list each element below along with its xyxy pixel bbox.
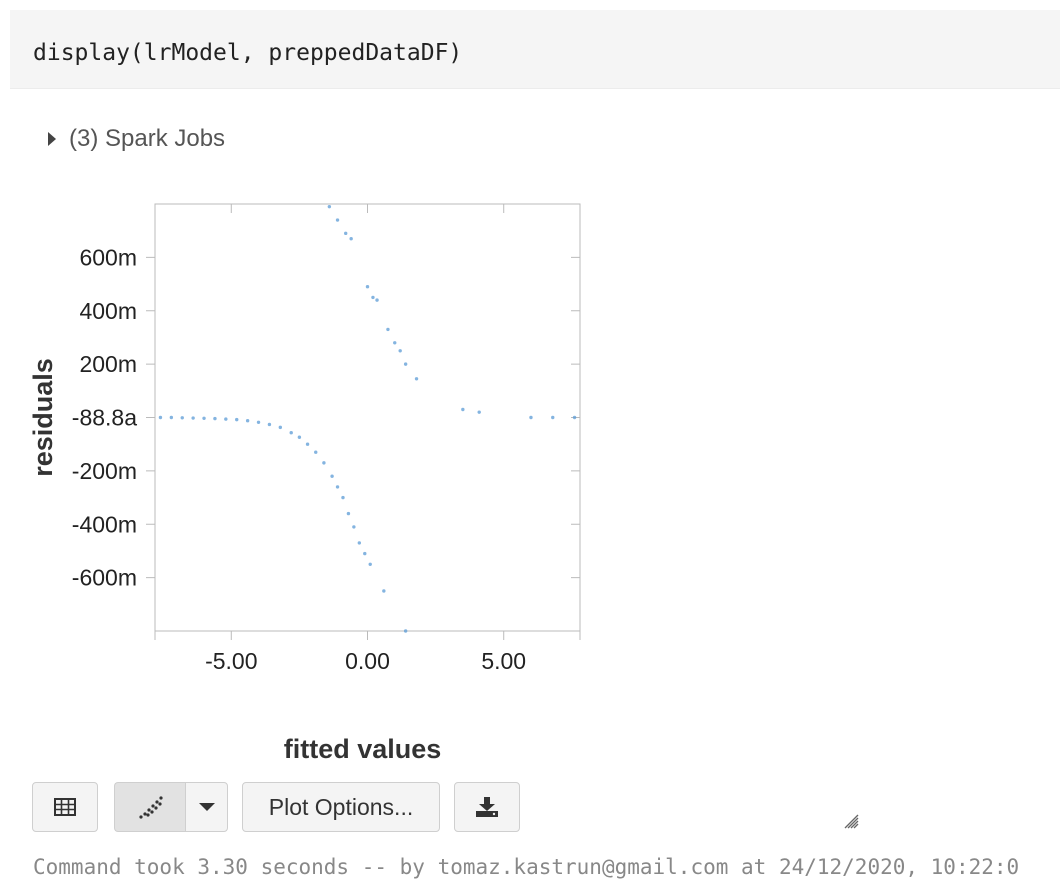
- y-axis-label: residuals: [28, 358, 58, 477]
- scatter-point: [297, 435, 302, 439]
- scatter-point: [213, 416, 217, 421]
- spark-jobs-toggle[interactable]: (3) Spark Jobs: [48, 122, 225, 156]
- scatter-point: [335, 218, 340, 222]
- caret-down-icon: [198, 803, 215, 811]
- scatter-point: [461, 407, 465, 412]
- scatter-point: [180, 416, 184, 420]
- scatter-point: [341, 495, 345, 500]
- scatter-point: [158, 415, 163, 420]
- scatter-point: [330, 474, 334, 478]
- scatter-point: [386, 327, 390, 332]
- scatter-point: [551, 415, 555, 420]
- command-status-footer: Command took 3.30 seconds -- by tomaz.ka…: [33, 855, 1020, 879]
- plot-frame: [154, 203, 581, 632]
- scatter-point: [403, 362, 408, 366]
- scatter-point: [477, 410, 481, 414]
- chart-type-dropdown-button[interactable]: [185, 782, 228, 832]
- scatter-point: [224, 417, 228, 421]
- x-axis-label: fitted values: [284, 734, 442, 764]
- scatter-plot-icon: [138, 796, 163, 819]
- code-cell[interactable]: display(lrModel, preppedDataDF): [10, 10, 1060, 89]
- scatter-point: [352, 525, 356, 529]
- scatter-point: [169, 415, 174, 420]
- scatter-point: [357, 541, 362, 545]
- y-tick-label: -88.8a: [72, 405, 137, 431]
- scatter-point: [368, 562, 372, 566]
- scatter-point: [289, 431, 293, 435]
- scatter-point: [393, 341, 397, 345]
- scatter-point: [344, 231, 348, 236]
- scatter-point: [398, 349, 402, 353]
- scatter-point: [365, 285, 370, 289]
- scatter-point: [322, 461, 326, 465]
- scatter-point: [346, 511, 351, 516]
- table-view-button[interactable]: [32, 782, 98, 832]
- y-tick-label: -600m: [72, 565, 137, 591]
- y-tick-label: -400m: [72, 511, 137, 537]
- scatter-point: [371, 295, 375, 300]
- x-tick-label: 0.00: [345, 648, 390, 674]
- scatter-point: [256, 420, 261, 425]
- scatter-point: [235, 417, 239, 422]
- scatter-point: [314, 450, 318, 454]
- residual-plot: 600m 400m 200m -88.8a -200m -400m -600m -5.00 0…: [28, 203, 581, 764]
- scatter-point: [267, 422, 272, 427]
- scatter-point: [572, 415, 577, 420]
- spark-jobs-label: (3) Spark Jobs: [69, 125, 226, 152]
- download-button[interactable]: [454, 782, 520, 832]
- scatter-point: [363, 551, 367, 556]
- resize-handle[interactable]: [842, 812, 860, 830]
- download-icon: [476, 797, 498, 817]
- scatter-point: [403, 629, 408, 633]
- y-tick-label: 400m: [79, 298, 137, 324]
- scatter-point: [375, 298, 379, 302]
- y-tick-label: 200m: [79, 351, 137, 377]
- plot-options-button[interactable]: Plot Options...: [242, 782, 440, 832]
- y-tick-label: -200m: [72, 458, 137, 484]
- code-text[interactable]: display(lrModel, preppedDataDF): [33, 40, 463, 66]
- scatter-point: [414, 377, 419, 381]
- y-tick-label: 600m: [79, 244, 137, 270]
- scatter-point: [305, 442, 310, 446]
- scatter-point: [278, 425, 283, 430]
- scatter-point: [335, 485, 340, 489]
- scatter-point: [529, 415, 533, 420]
- table-icon: [54, 798, 76, 816]
- scatter-point: [349, 236, 353, 241]
- scatter-point: [327, 204, 332, 209]
- x-tick-label: 5.00: [481, 648, 526, 674]
- caret-right-icon: [48, 132, 56, 146]
- scatter-point: [191, 416, 195, 420]
- scatter-point: [245, 419, 250, 423]
- scatter-point: [202, 416, 206, 421]
- x-tick-label: -5.00: [205, 648, 257, 674]
- chart-view-button[interactable]: [114, 782, 186, 832]
- scatter-point: [382, 589, 386, 593]
